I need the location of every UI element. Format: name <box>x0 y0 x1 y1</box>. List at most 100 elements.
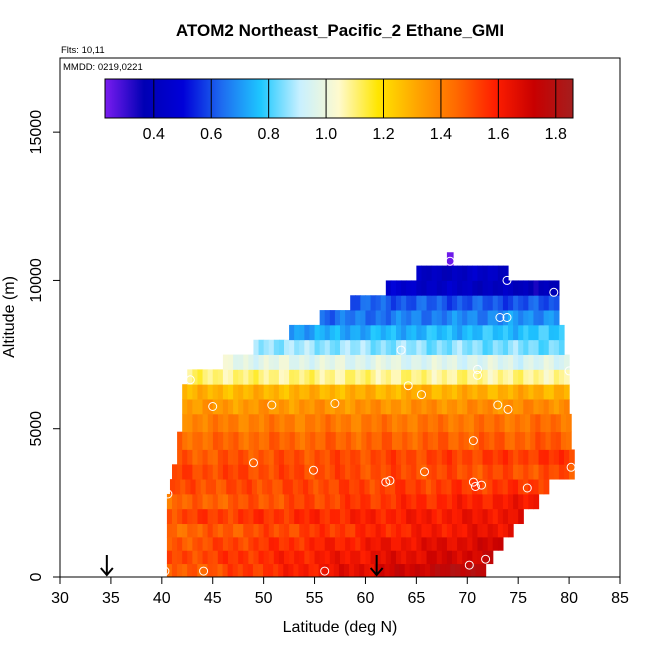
heatmap-cell <box>279 413 286 433</box>
heatmap-cell <box>523 324 529 341</box>
heatmap-cell <box>446 265 453 281</box>
heatmap-cell <box>324 508 331 525</box>
heatmap-cell <box>475 563 482 578</box>
heatmap-cell <box>457 369 463 385</box>
heatmap-cell <box>243 384 249 400</box>
heatmap-cell <box>309 369 316 385</box>
heatmap-cell <box>457 523 463 538</box>
heatmap-cell <box>350 493 356 510</box>
heatmap-cell <box>315 431 321 450</box>
heatmap-cell <box>324 449 331 465</box>
heatmap-cell <box>319 523 326 538</box>
heatmap-cell <box>416 493 423 510</box>
heatmap-cell <box>238 369 244 385</box>
heatmap-cell <box>519 431 526 450</box>
heatmap-cell <box>299 369 305 385</box>
heatmap-cell <box>258 369 265 385</box>
heatmap-cell <box>334 354 341 370</box>
heatmap-cell <box>243 431 250 450</box>
colorbar-tick-label: 0.8 <box>258 126 280 143</box>
heatmap-cell <box>343 479 350 495</box>
heatmap-cell <box>345 399 351 415</box>
heatmap-cell <box>401 399 407 415</box>
heatmap-cell <box>177 493 183 510</box>
heatmap-cell <box>513 493 519 510</box>
heatmap-cell <box>355 295 361 311</box>
heatmap-cell <box>340 449 346 465</box>
heatmap-cell <box>467 339 473 355</box>
heatmap-cell <box>492 384 499 400</box>
heatmap-cell <box>258 399 265 415</box>
heatmap-cell <box>268 563 274 578</box>
heatmap-cell <box>414 563 421 578</box>
heatmap-cell <box>426 280 433 296</box>
x-tick-label: 75 <box>509 590 527 607</box>
heatmap-cell <box>267 479 273 495</box>
heatmap-cell <box>268 536 275 551</box>
heatmap-cell <box>543 280 550 296</box>
heatmap-cell <box>318 563 325 578</box>
down-arrow-icon <box>100 555 114 577</box>
heatmap-cell <box>401 295 407 311</box>
heatmap-cell <box>238 431 245 450</box>
heatmap-cell <box>253 493 260 510</box>
heatmap-cell <box>564 449 570 465</box>
heatmap-cell <box>314 384 321 400</box>
heatmap-cell <box>411 295 417 311</box>
heatmap-cell <box>172 536 178 551</box>
heatmap-cell <box>457 280 463 296</box>
heatmap-cell <box>212 413 219 433</box>
heatmap-cell <box>349 563 355 578</box>
heatmap-cell <box>202 493 209 510</box>
heatmap-cell <box>467 295 473 311</box>
heatmap-cell <box>263 384 270 400</box>
heatmap-cell <box>548 369 555 385</box>
heatmap-cell <box>457 339 463 355</box>
heatmap-cell <box>438 431 444 450</box>
heatmap-cell <box>370 399 377 415</box>
heatmap-cell <box>380 464 387 480</box>
heatmap-cell <box>309 493 316 510</box>
heatmap-cell <box>177 523 183 538</box>
heatmap-cell <box>497 523 504 538</box>
heatmap-cell <box>212 431 219 450</box>
heatmap-cell <box>233 464 239 480</box>
heatmap-cell <box>513 399 519 415</box>
heatmap-cell <box>472 295 479 311</box>
heatmap-cell <box>278 550 285 565</box>
heatmap-cell <box>487 464 494 480</box>
heatmap-cell <box>467 536 473 551</box>
observation-marker <box>468 436 478 446</box>
observation-marker <box>163 489 173 499</box>
heatmap-cell <box>452 369 458 385</box>
heatmap-cell <box>390 523 397 538</box>
heatmap-cell <box>401 550 407 565</box>
heatmap-cell <box>187 523 193 538</box>
heatmap-cell <box>396 536 402 551</box>
colorbar-tick-label: 1.6 <box>487 126 509 143</box>
observation-marker <box>473 370 482 380</box>
heatmap-cell <box>457 384 463 400</box>
heatmap-cell <box>487 384 494 400</box>
heatmap-cell <box>422 413 429 433</box>
heatmap-cell <box>416 508 423 525</box>
heatmap-cell <box>446 536 453 551</box>
heatmap-cell <box>319 339 326 355</box>
heatmap-cell <box>320 431 327 450</box>
heatmap-cell <box>540 431 547 450</box>
heatmap-cell <box>233 369 239 385</box>
heatmap-cell <box>441 369 448 385</box>
heatmap-cell <box>283 563 289 578</box>
heatmap-cell <box>253 354 260 370</box>
heatmap-cell <box>355 369 361 385</box>
heatmap-cell <box>513 384 519 400</box>
heatmap-cell <box>528 354 535 370</box>
heatmap-cell <box>345 523 351 538</box>
heatmap-cell <box>533 449 540 465</box>
heatmap-cell <box>523 493 529 510</box>
heatmap-cell <box>299 324 305 341</box>
heatmap-cell <box>566 413 572 433</box>
heatmap-cell <box>268 550 275 565</box>
heatmap-cell <box>523 479 529 495</box>
heatmap-cell <box>231 479 238 495</box>
